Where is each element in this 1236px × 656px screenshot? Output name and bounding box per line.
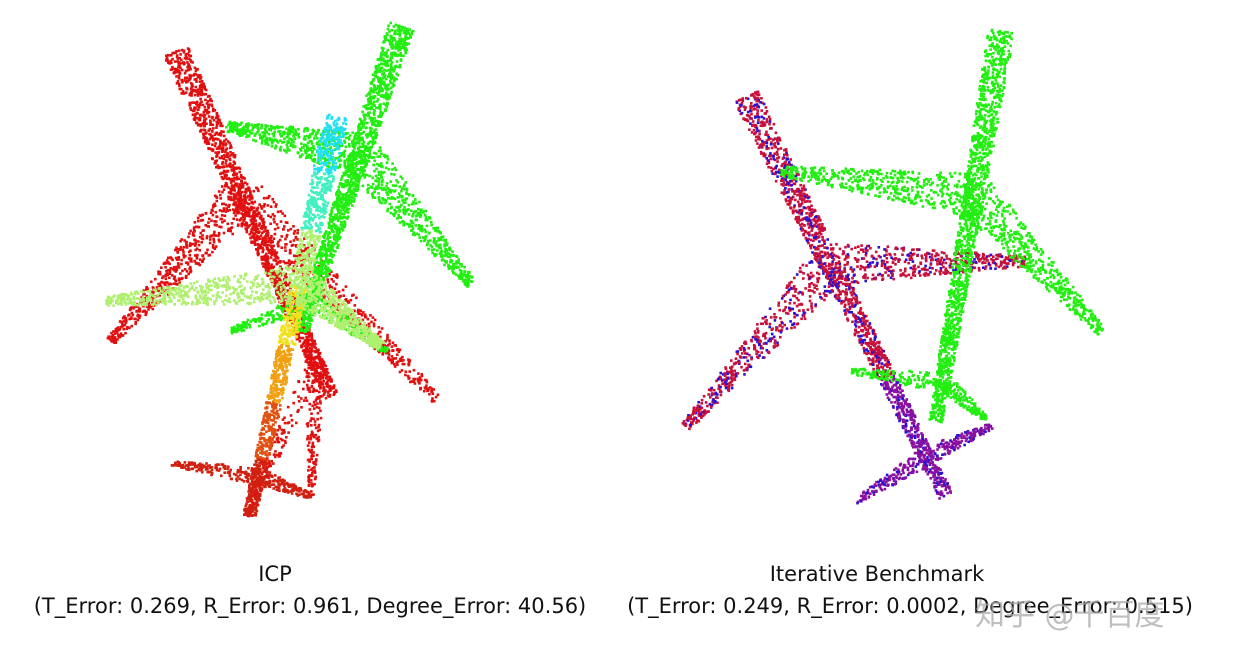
point-clouds	[105, 21, 1104, 518]
panel-title: ICP	[258, 562, 292, 586]
panel-metrics: (T_Error: 0.269, R_Error: 0.961, Degree_…	[33, 594, 587, 618]
dots	[105, 21, 1104, 518]
panel-title: Iterative Benchmark	[769, 562, 985, 586]
watermark: 知乎 @千百度	[975, 598, 1165, 633]
panel-metrics: (T_Error: 0.249, R_Error: 0.0002, Degree…	[627, 594, 1193, 618]
